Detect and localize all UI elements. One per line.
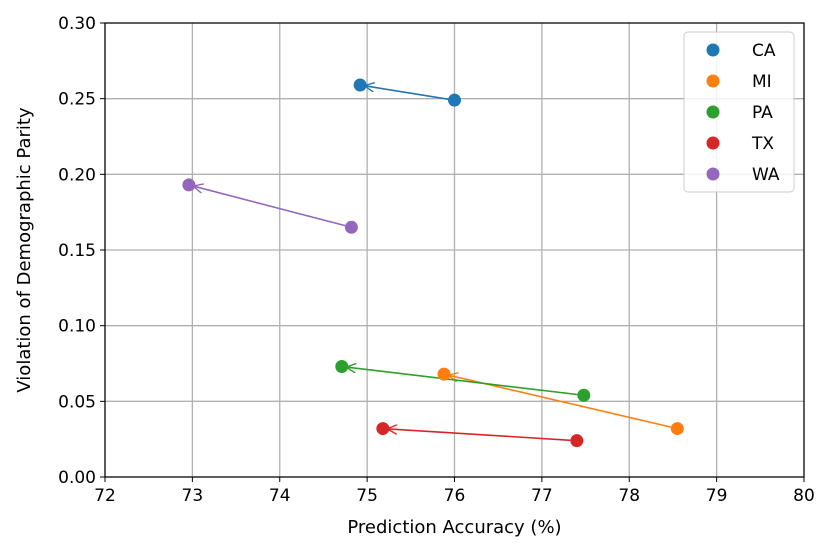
point-start-pa [577,388,591,402]
point-end-pa [335,360,349,374]
legend-label-ca: CA [752,41,776,61]
plot-frame [104,22,805,478]
arrow-tx [388,429,571,442]
legend-label-tx: TX [751,134,774,154]
arrow-wa [194,186,346,227]
y-tick-label: 0.25 [58,90,96,110]
arrows [194,86,672,442]
point-start-ca [448,93,461,107]
point-end-tx [376,422,390,436]
legend-marker-tx [706,136,720,150]
x-tick-label: 76 [444,486,466,506]
legend-label-wa: WA [752,165,780,185]
x-tick-label: 74 [269,486,291,506]
y-tick-label: 0.15 [58,241,96,261]
point-start-wa [344,220,358,234]
x-tick-label: 72 [94,486,116,506]
arrow-pa [347,367,578,396]
x-tick-label: 73 [182,486,204,506]
y-axis-title: Violation of Demographic Parity [14,107,35,393]
y-tick-label: 0.00 [58,468,96,488]
legend-marker-ca [706,43,720,57]
x-tick-label: 77 [531,486,553,506]
arrow-ca [366,86,449,100]
point-end-ca [353,78,367,92]
x-tick-label: 78 [618,486,640,506]
axis-ticks: 72 73 74 75 76 77 78 79 80 0.00 0.05 0.10 0.15 0.20 0.… [58,14,815,506]
legend-marker-wa [706,167,720,181]
point-end-wa [182,178,196,192]
legend: CA MI PA TX WA [683,31,795,193]
point-end-mi [437,367,451,381]
y-tick-label: 0.10 [58,317,96,337]
legend-box [683,31,795,193]
y-tick-label: 0.30 [58,14,96,34]
data-points [182,78,684,448]
y-tick-label: 0.05 [58,392,96,412]
x-tick-label: 75 [356,486,378,506]
point-start-mi [670,422,684,436]
x-axis-title: Prediction Accuracy (%) [347,517,561,538]
x-tick-label: 79 [706,486,728,506]
legend-label-pa: PA [752,103,773,123]
point-start-tx [570,434,584,448]
y-tick-label: 0.20 [58,165,96,185]
legend-marker-mi [706,74,720,88]
x-tick-label: 80 [793,486,815,506]
legend-label-mi: MI [752,72,772,92]
legend-marker-pa [706,105,720,119]
